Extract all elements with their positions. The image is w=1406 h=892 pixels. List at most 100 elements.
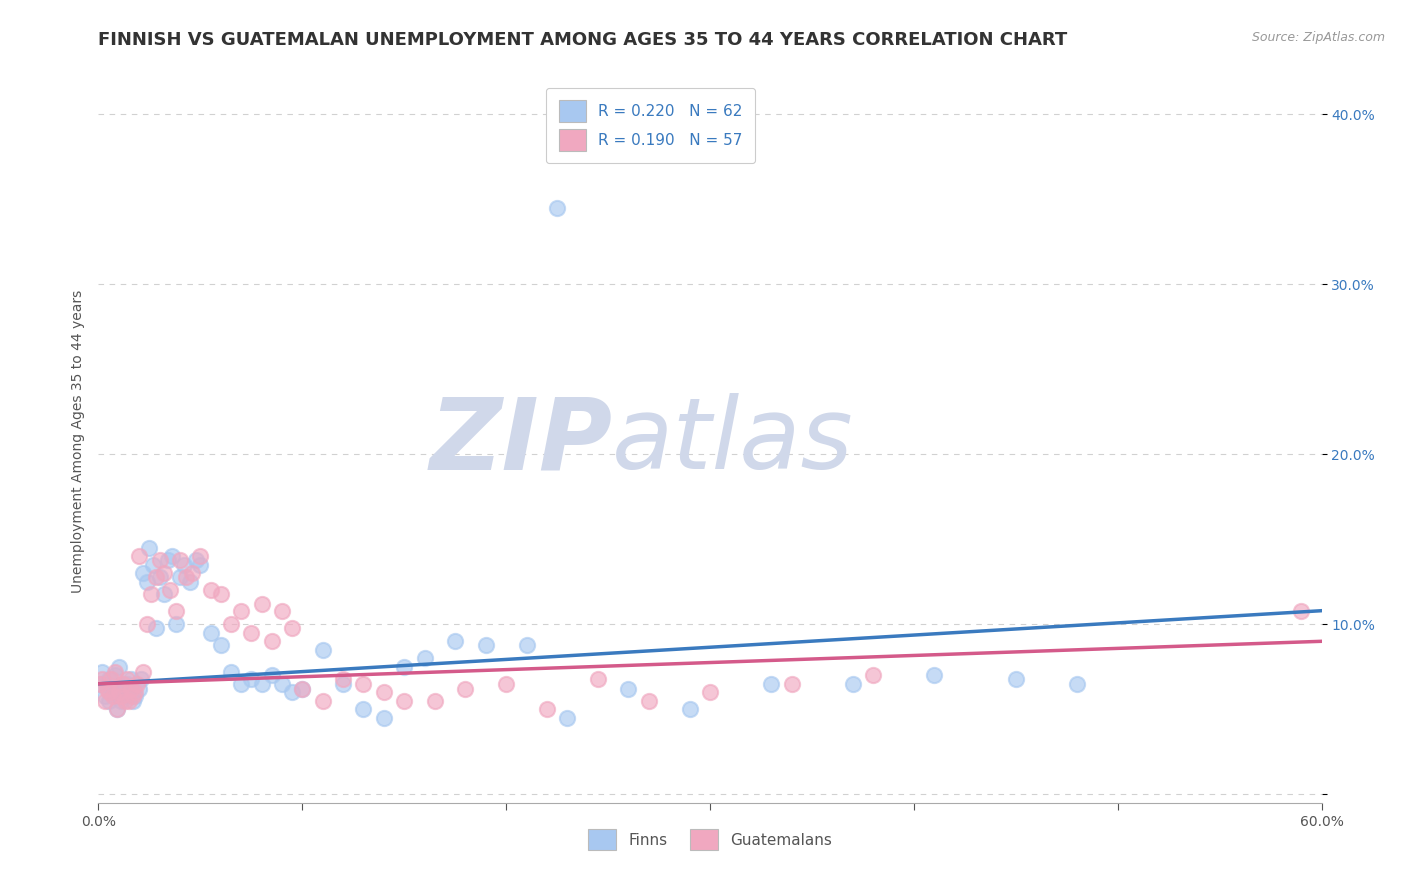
Point — [165, 604, 187, 618]
Point — [169, 552, 191, 566]
Point — [114, 689, 136, 703]
Point — [546, 201, 568, 215]
Point — [100, 681, 122, 696]
Point — [209, 587, 232, 601]
Point — [240, 625, 263, 640]
Point — [97, 685, 120, 699]
Point — [128, 549, 150, 564]
Point — [105, 702, 128, 716]
Point — [495, 677, 517, 691]
Point — [260, 634, 283, 648]
Point — [291, 681, 314, 696]
Point — [101, 685, 124, 699]
Point — [1066, 677, 1088, 691]
Point — [104, 668, 127, 682]
Point — [260, 668, 283, 682]
Point — [120, 681, 142, 696]
Point — [617, 681, 640, 696]
Point — [141, 587, 163, 601]
Point — [281, 685, 304, 699]
Point — [332, 672, 354, 686]
Point — [104, 665, 127, 679]
Point — [474, 638, 498, 652]
Point — [89, 677, 111, 691]
Point — [118, 694, 141, 708]
Point — [142, 558, 165, 572]
Point — [159, 583, 181, 598]
Point — [1004, 672, 1026, 686]
Point — [555, 711, 579, 725]
Point — [270, 604, 294, 618]
Point — [120, 672, 142, 686]
Point — [413, 651, 436, 665]
Point — [200, 583, 222, 598]
Point — [179, 574, 201, 589]
Point — [89, 677, 111, 691]
Point — [152, 587, 174, 601]
Point — [108, 685, 131, 699]
Point — [312, 642, 335, 657]
Point — [96, 681, 118, 696]
Point — [209, 638, 232, 652]
Point — [392, 660, 416, 674]
Point — [186, 552, 208, 566]
Point — [536, 702, 558, 716]
Point — [352, 677, 374, 691]
Point — [111, 677, 134, 691]
Point — [841, 677, 863, 691]
Point — [679, 702, 702, 716]
Point — [132, 665, 155, 679]
Point — [250, 677, 273, 691]
Point — [291, 681, 314, 696]
Point — [699, 685, 721, 699]
Point — [91, 665, 114, 679]
Text: FINNISH VS GUATEMALAN UNEMPLOYMENT AMONG AGES 35 TO 44 YEARS CORRELATION CHART: FINNISH VS GUATEMALAN UNEMPLOYMENT AMONG… — [98, 31, 1067, 49]
Point — [122, 694, 145, 708]
Text: ZIP: ZIP — [429, 393, 612, 490]
Point — [132, 566, 155, 581]
Point — [138, 541, 160, 555]
Point — [332, 677, 354, 691]
Point — [156, 552, 179, 566]
Point — [165, 617, 187, 632]
Point — [136, 617, 159, 632]
Point — [862, 668, 884, 682]
Point — [188, 558, 212, 572]
Point — [761, 677, 783, 691]
Point — [922, 668, 945, 682]
Point — [312, 694, 335, 708]
Legend: Finns, Guatemalans: Finns, Guatemalans — [582, 822, 838, 856]
Point — [169, 570, 191, 584]
Point — [174, 570, 197, 584]
Point — [240, 672, 263, 686]
Point — [181, 566, 204, 581]
Text: Source: ZipAtlas.com: Source: ZipAtlas.com — [1251, 31, 1385, 45]
Point — [105, 702, 128, 716]
Point — [250, 597, 273, 611]
Point — [423, 694, 446, 708]
Point — [586, 672, 609, 686]
Y-axis label: Unemployment Among Ages 35 to 44 years: Unemployment Among Ages 35 to 44 years — [70, 290, 84, 593]
Point — [93, 689, 115, 703]
Point — [392, 694, 416, 708]
Point — [114, 694, 136, 708]
Point — [97, 694, 120, 708]
Point — [231, 677, 253, 691]
Point — [115, 677, 138, 691]
Point — [115, 672, 138, 686]
Point — [219, 665, 242, 679]
Point — [124, 685, 146, 699]
Point — [149, 552, 172, 566]
Point — [516, 638, 538, 652]
Text: atlas: atlas — [612, 393, 853, 490]
Point — [637, 694, 661, 708]
Point — [444, 634, 467, 648]
Point — [188, 549, 212, 564]
Point — [373, 711, 395, 725]
Point — [127, 677, 149, 691]
Point — [780, 677, 803, 691]
Point — [454, 681, 477, 696]
Point — [270, 677, 294, 691]
Point — [128, 681, 150, 696]
Point — [100, 672, 122, 686]
